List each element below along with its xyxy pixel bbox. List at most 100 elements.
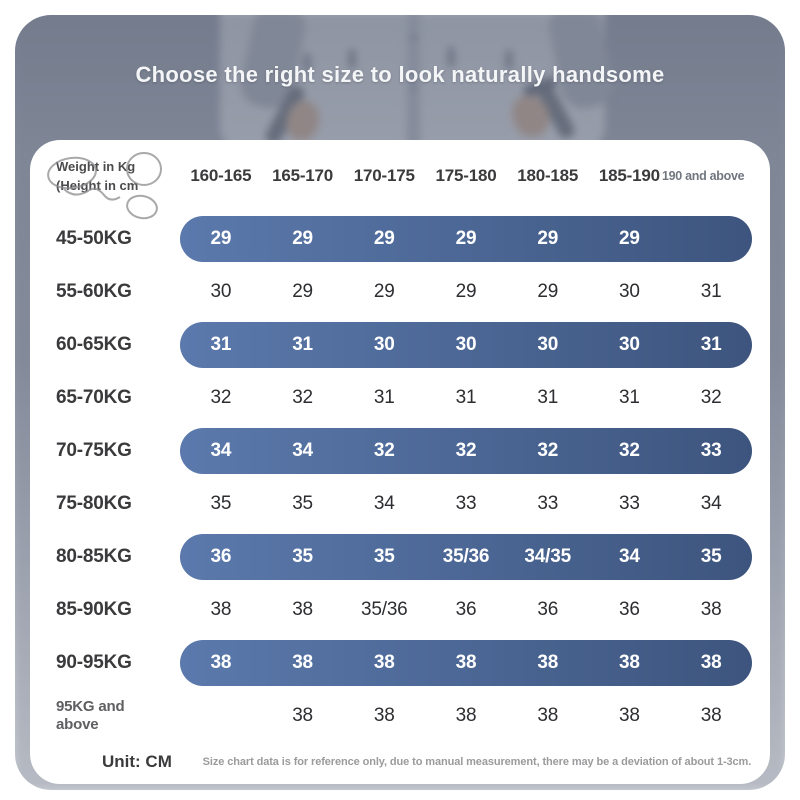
belt-loop [303,53,311,73]
size-value-cell: 38 [537,704,559,726]
size-value-cell: 32 [619,439,640,461]
size-value-cell: 31 [619,386,640,408]
row-values: 38 38 38 38 38 38 [180,693,752,739]
size-value-cell: 38 [619,651,640,673]
size-value-cell: 29 [537,280,559,302]
size-value-cell: 38 [455,651,477,673]
column-header: 170-175 [353,166,415,185]
hero-photo-panel: Choose the right size to look naturally … [15,15,785,790]
shirt-button [410,85,416,91]
belt-loop [505,50,513,70]
row-values-highlighted: 38 38 38 38 38 38 38 [180,639,752,686]
size-value-cell: 38 [455,704,477,726]
row-values-highlighted: 36 35 35 35/36 34/35 34 35 [180,533,752,580]
unit-label: Unit: CM [102,752,172,771]
row-weight-label: 75-80KG [56,492,132,514]
row-weight-label: 90-95KG [56,651,132,673]
size-value-cell: 38 [210,598,232,620]
row-weight-label: 65-70KG [56,386,132,408]
size-value-cell: 38 [292,704,313,726]
size-value-cell: 33 [700,439,722,461]
row-values: 32 32 31 31 31 31 32 [180,375,752,421]
row-weight-label: 70-75KG [56,439,132,461]
size-value-cell: 29 [455,280,477,302]
size-value-cell: 35 [210,492,232,514]
size-value-cell: 29 [373,280,395,302]
size-value-cell: 38 [700,598,722,620]
disclaimer-note: Size chart data is for reference only, d… [202,756,752,768]
size-value-cell: 38 [373,704,395,726]
size-value-cell: 38 [373,651,395,673]
size-value-cell: 35 [292,545,313,567]
column-header: 190 and above [662,169,745,183]
size-chart-card: Weight in Kg (Height in cm 160-165 165-17… [30,140,770,784]
size-value-cell: 38 [700,704,722,726]
size-value-cell: 36 [537,598,559,620]
size-value-cell: 30 [373,333,395,355]
size-value-cell: 33 [619,492,640,514]
row-weight-label: 45-50KG [56,227,132,249]
size-value-cell: 32 [537,439,559,461]
size-value-cell: 29 [373,227,395,249]
column-header: 160-165 [190,166,252,185]
size-value-cell: 36 [455,598,477,620]
column-header: 165-170 [272,166,334,185]
belt-loop [447,47,455,67]
size-value-cell: 35/36 [361,598,408,620]
size-value-cell: 29 [537,227,559,249]
size-value-cell: 38 [292,598,313,620]
size-value-cell: 30 [210,280,232,302]
size-value-cell: 29 [455,227,477,249]
size-value-cell: 35 [700,545,722,567]
row-values: 35 35 34 33 33 33 34 [180,481,752,527]
table-row: 80-85KG 36 35 35 35/36 34/35 34 35 [48,530,752,583]
belt-loop [348,49,356,69]
size-value-cell: 32 [210,386,232,408]
size-value-cell: 38 [537,651,559,673]
row-values-highlighted: 31 31 30 30 30 30 31 [180,321,752,368]
table-row: 85-90KG 38 38 35/36 36 36 36 38 [48,583,752,636]
size-value-cell: 34 [700,492,722,514]
size-value-cell: 36 [210,545,232,567]
table-row: 60-65KG 31 31 30 30 30 30 31 [48,318,752,371]
row-weight-label: 60-65KG [56,333,132,355]
size-value-cell: 32 [455,439,477,461]
corner-weight-label: Weight in Kg [56,158,136,174]
table-row: 70-75KG 34 34 32 32 32 32 33 [48,424,752,477]
size-value-cell: 38 [700,651,722,673]
size-value-cell: 29 [619,227,640,249]
row-weight-label: 85-90KG [56,598,132,620]
table-row: 65-70KG 32 32 31 31 31 31 32 [48,371,752,424]
column-header: 175-180 [435,166,497,185]
table-footer: Unit: CM Size chart data is for referenc… [48,742,752,782]
size-value-cell: 31 [537,386,559,408]
size-value-cell: 33 [537,492,559,514]
size-value-cell: 32 [373,439,395,461]
size-value-cell: 35/36 [442,545,490,567]
size-value-cell: 30 [537,333,559,355]
table-row: 95KG and above 38 38 38 38 38 38 [48,689,752,742]
size-value-cell: 32 [292,386,313,408]
size-value-cell: 34/35 [524,545,571,567]
column-header: 185-190 [598,166,660,185]
size-value-cell: 33 [455,492,477,514]
row-values: 30 29 29 29 29 30 31 [180,269,752,315]
size-value-cell: 30 [455,333,477,355]
size-value-cell: 29 [210,227,232,249]
size-value-cell: 34 [292,439,313,461]
table-body: 45-50KG 29 29 29 29 29 29 55-60KG 30 29 29 29 29 30 31… [48,212,752,742]
size-value-cell: 35 [373,545,395,567]
column-header: 180-185 [517,166,579,185]
size-value-cell: 35 [292,492,313,514]
row-values: 38 38 35/36 36 36 36 38 [180,587,752,633]
row-weight-label: 95KG and above [56,698,125,733]
size-value-cell: 36 [619,598,640,620]
corner-height-label: (Height in cm [56,178,139,193]
size-value-cell: 34 [210,439,232,461]
size-value-cell: 31 [292,333,313,355]
size-value-cell: 29 [292,227,313,249]
table-row: 55-60KG 30 29 29 29 29 30 31 [48,265,752,318]
size-value-cell: 31 [700,280,722,302]
table-row: 45-50KG 29 29 29 29 29 29 [48,212,752,265]
row-weight-label: 55-60KG [56,280,132,302]
